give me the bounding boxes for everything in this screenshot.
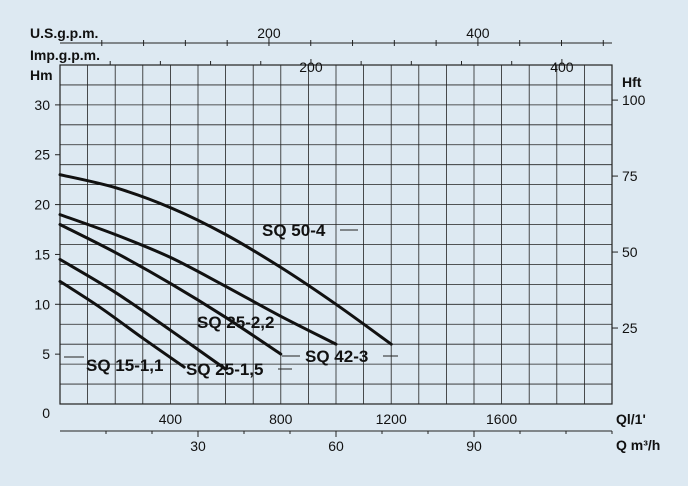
us-gpm-ticks: 200 400 bbox=[101, 25, 604, 46]
curve-label-sq-42-3: SQ 42-3 bbox=[305, 347, 368, 366]
head-ft-tick-label: 25 bbox=[622, 320, 638, 336]
head-m-tick-label: 0 bbox=[42, 405, 50, 421]
curve-label-sq-25-2-2: SQ 25-2,2 bbox=[197, 313, 275, 332]
imp-gpm-ticks: 200 400 bbox=[109, 59, 574, 75]
q-lmin-tick-label: 1200 bbox=[376, 411, 407, 427]
head-ft-tick-label: 100 bbox=[622, 92, 646, 108]
curve-sq-15-1-1 bbox=[58, 279, 186, 369]
head-m-tick-label: 5 bbox=[42, 346, 50, 362]
head-m-ticks: 0 5 10 15 20 25 30 bbox=[34, 97, 60, 421]
q-lmin-tick-label: 800 bbox=[269, 411, 293, 427]
head-m-tick-label: 25 bbox=[34, 147, 50, 163]
curve-labels: SQ 50-4 SQ 42-3 SQ 25-2,2 SQ 25-1,5 SQ 1… bbox=[64, 221, 398, 379]
curve-sq-50-4 bbox=[58, 173, 393, 346]
q-lmin-ticks: 400 800 1200 1600 bbox=[159, 411, 518, 427]
us-gpm-tick-label: 400 bbox=[466, 25, 490, 41]
q-lmin-tick-label: 1600 bbox=[486, 411, 517, 427]
imp-gpm-tick-label: 200 bbox=[299, 59, 323, 75]
us-gpm-axis-label: U.S.g.p.m. bbox=[30, 25, 98, 41]
pump-curves bbox=[58, 173, 393, 371]
imp-gpm-tick-label: 400 bbox=[550, 59, 574, 75]
head-ft-ticks: 25 50 75 100 bbox=[612, 92, 646, 336]
q-m3h-axis-label: Q m³/h bbox=[616, 437, 660, 453]
q-lmin-axis-label: Ql/1' bbox=[616, 411, 646, 427]
curve-label-sq-25-1-5: SQ 25-1,5 bbox=[186, 360, 264, 379]
head-m-tick-label: 10 bbox=[34, 296, 50, 312]
imp-gpm-axis-label: Imp.g.p.m. bbox=[30, 47, 100, 63]
head-m-tick-label: 20 bbox=[34, 197, 50, 213]
head-ft-axis-label: Hft bbox=[622, 74, 642, 90]
q-m3h-tick-label: 90 bbox=[466, 438, 482, 454]
curve-sq-25-2-2 bbox=[58, 223, 283, 356]
q-lmin-tick-label: 400 bbox=[159, 411, 183, 427]
us-gpm-tick-label: 200 bbox=[257, 25, 281, 41]
q-m3h-tick-label: 60 bbox=[328, 438, 344, 454]
head-ft-tick-label: 50 bbox=[622, 244, 638, 260]
curve-sq-25-1-5 bbox=[58, 257, 228, 371]
q-m3h-tick-label: 30 bbox=[190, 438, 206, 454]
curve-sq-42-3 bbox=[58, 213, 338, 346]
head-m-tick-label: 30 bbox=[34, 97, 50, 113]
head-ft-tick-label: 75 bbox=[622, 168, 638, 184]
head-m-axis-label: Hm bbox=[30, 67, 53, 83]
curve-label-sq-50-4: SQ 50-4 bbox=[262, 221, 326, 240]
plot-frame bbox=[59, 64, 613, 405]
grid bbox=[60, 65, 612, 404]
head-m-tick-label: 15 bbox=[34, 246, 50, 262]
q-m3h-ticks: 30 60 90 bbox=[105, 431, 613, 454]
curve-label-sq-15-1-1: SQ 15-1,1 bbox=[86, 356, 164, 375]
